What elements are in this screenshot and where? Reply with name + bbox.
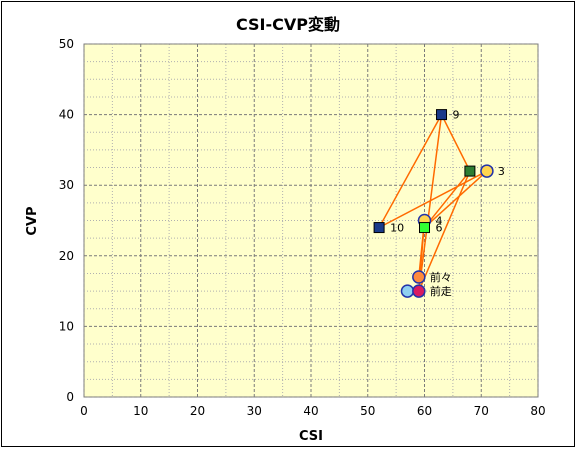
y-axis-label: CVP (25, 206, 40, 235)
x-tick-label: 70 (474, 404, 489, 418)
y-tick-label: 40 (59, 108, 74, 122)
x-tick-label: 40 (303, 404, 318, 418)
point-label: 3 (498, 165, 505, 178)
y-tick-label: 0 (66, 390, 74, 404)
y-tick-label: 30 (59, 178, 74, 192)
point-label: 前走 (430, 284, 452, 298)
series-line-2 (418, 170, 471, 292)
circle-marker (412, 284, 426, 298)
y-tick-label: 10 (59, 319, 74, 333)
y-tick-label: 20 (59, 249, 74, 263)
x-tick-label: 80 (530, 404, 545, 418)
chart-title: CSI-CVP変動 (236, 15, 340, 34)
point-label: 前々 (430, 270, 452, 284)
square-marker (464, 165, 476, 177)
grid-lines (83, 43, 539, 398)
circle-marker (412, 270, 426, 284)
square-marker (419, 222, 430, 234)
x-tick-label: 20 (190, 404, 205, 418)
x-tick-label: 0 (80, 404, 88, 418)
circle-marker (480, 164, 494, 178)
point-label: 10 (390, 222, 404, 235)
x-tick-label: 30 (247, 404, 262, 418)
point-label: 9 (453, 109, 460, 122)
x-tick-label: 50 (360, 404, 375, 418)
series-markers (373, 109, 494, 298)
x-axis-label: CSI (299, 429, 323, 444)
x-tick-label: 60 (417, 404, 432, 418)
point-label: 4 (436, 215, 443, 228)
point-label: 6 (436, 222, 443, 235)
x-tick-label: 10 (133, 404, 148, 418)
y-tick-label: 50 (59, 37, 74, 51)
x-tick-labels: 0 10 20 30 40 50 60 70 80 (80, 404, 545, 418)
circle-marker (400, 284, 415, 298)
csi-cvp-chart: CSI-CVP変動 0 10 20 30 40 50 60 70 80 01020304050 … (25, 15, 546, 444)
square-marker (436, 109, 448, 121)
square-marker (373, 222, 385, 234)
y-tick-labels: 0 10 20 30 40 50 (59, 37, 74, 404)
